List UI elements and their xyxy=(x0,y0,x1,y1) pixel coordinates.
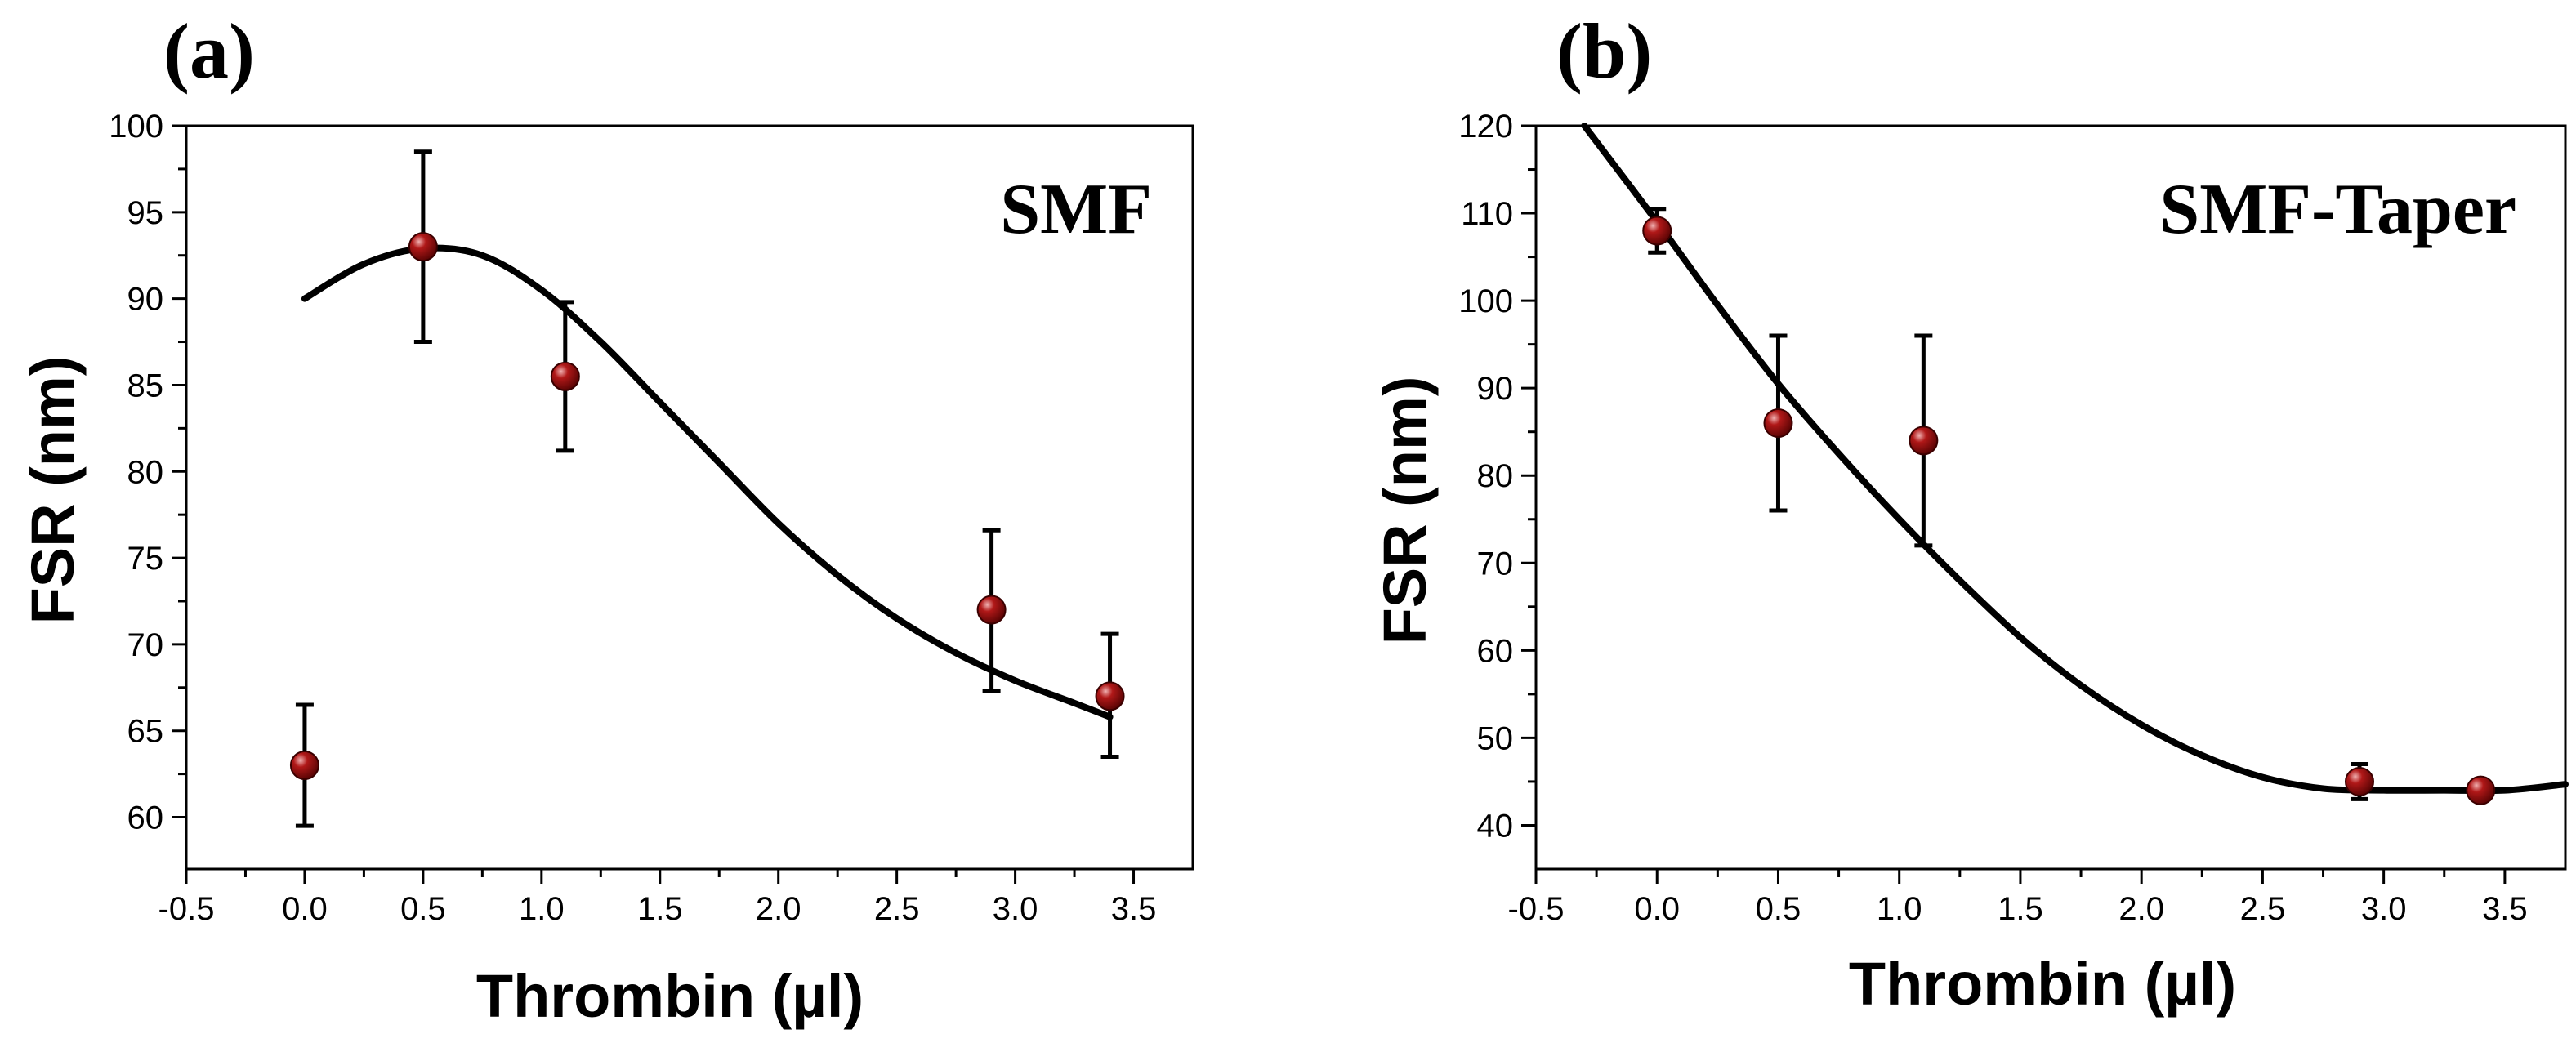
x-tick-label: 3.5 xyxy=(2482,891,2528,927)
panel-a-xlabel: Thrombin (µl) xyxy=(476,962,864,1030)
y-tick-label: 110 xyxy=(1461,196,1513,232)
data-point xyxy=(1763,408,1793,438)
x-tick-label: 1.5 xyxy=(637,891,683,927)
y-tick-label: 80 xyxy=(127,454,164,490)
y-tick-label: 90 xyxy=(1477,371,1514,407)
panel-b-plot-frame xyxy=(1534,124,2567,871)
x-tick-label: 3.0 xyxy=(993,891,1038,927)
y-tick-label: 100 xyxy=(109,109,163,145)
data-point xyxy=(289,751,319,781)
panel-b-xlabel: Thrombin (µl) xyxy=(1849,950,2236,1018)
data-point xyxy=(1095,681,1125,711)
y-tick-label: 50 xyxy=(1477,720,1514,756)
x-tick-label: 0.0 xyxy=(1634,891,1680,927)
x-tick-label: 2.5 xyxy=(874,891,920,927)
x-tick-label: 3.0 xyxy=(2361,891,2407,927)
y-tick-label: 85 xyxy=(127,368,164,403)
fit-curve xyxy=(301,244,1114,720)
x-tick-label: -0.5 xyxy=(1508,891,1565,927)
data-point xyxy=(2466,775,2496,805)
data-point xyxy=(2345,766,2374,796)
x-tick-label: 1.0 xyxy=(519,891,565,927)
panel-a-ticks: -0.5 0.0 0.5 1.0 1.5 2.0 2.5 3.0 3.5 60 65 70 75 80 85… xyxy=(109,109,1156,927)
y-tick-label: 40 xyxy=(1477,808,1514,844)
panel-b-chart: (b) SMF-Taper FSR (nm) Thrombin (µl) -0.… xyxy=(1371,7,2569,1018)
y-tick-label: 60 xyxy=(127,800,164,836)
y-tick-label: 75 xyxy=(127,541,164,577)
panel-b-fit xyxy=(1581,123,2569,795)
data-point xyxy=(550,361,580,391)
y-tick-label: 60 xyxy=(1477,633,1514,669)
x-tick-label: -0.5 xyxy=(158,891,215,927)
data-point xyxy=(408,232,438,262)
x-tick-label: 1.5 xyxy=(1998,891,2043,927)
panel-a-plot-frame xyxy=(185,124,1194,871)
x-tick-label: 0.0 xyxy=(282,891,328,927)
x-tick-label: 2.0 xyxy=(756,891,801,927)
x-tick-label: 0.5 xyxy=(400,891,446,927)
y-tick-label: 90 xyxy=(127,282,164,318)
y-tick-label: 80 xyxy=(1477,458,1514,494)
panel-a-chart: (a) SMF FSR (nm) Thrombin (µl) -0.5 0.0 0.… xyxy=(19,7,1194,1030)
x-tick-label: 2.5 xyxy=(2240,891,2286,927)
panel-a-ylabel: FSR (nm) xyxy=(19,356,87,625)
x-tick-label: 0.5 xyxy=(1756,891,1801,927)
y-tick-label: 95 xyxy=(127,195,164,231)
panel-b-title: SMF-Taper xyxy=(2159,170,2516,249)
x-tick-label: 1.0 xyxy=(1877,891,1922,927)
data-point xyxy=(1642,216,1672,246)
panel-b-ylabel: FSR (nm) xyxy=(1371,377,1439,645)
x-tick-label: 3.5 xyxy=(1111,891,1157,927)
panel-a-title: SMF xyxy=(1000,170,1152,249)
data-point xyxy=(1909,426,1939,456)
panel-a-label: (a) xyxy=(163,7,255,95)
panel-b-ticks: -0.5 0.0 0.5 1.0 1.5 2.0 2.5 3.0 3.5 40 50 60 70 80 90… xyxy=(1458,109,2527,927)
fit-curve xyxy=(1581,123,2569,795)
y-tick-label: 70 xyxy=(1477,546,1514,582)
y-tick-label: 65 xyxy=(127,714,164,750)
data-point xyxy=(976,595,1007,625)
y-tick-label: 120 xyxy=(1458,109,1513,145)
panel-b-points xyxy=(1642,207,2496,805)
y-tick-label: 100 xyxy=(1458,283,1513,319)
panel-a-fit xyxy=(301,244,1114,720)
y-tick-label: 70 xyxy=(127,627,164,663)
x-tick-label: 2.0 xyxy=(2118,891,2164,927)
panel-a-points xyxy=(289,149,1125,828)
panel-b-label: (b) xyxy=(1556,7,1652,95)
